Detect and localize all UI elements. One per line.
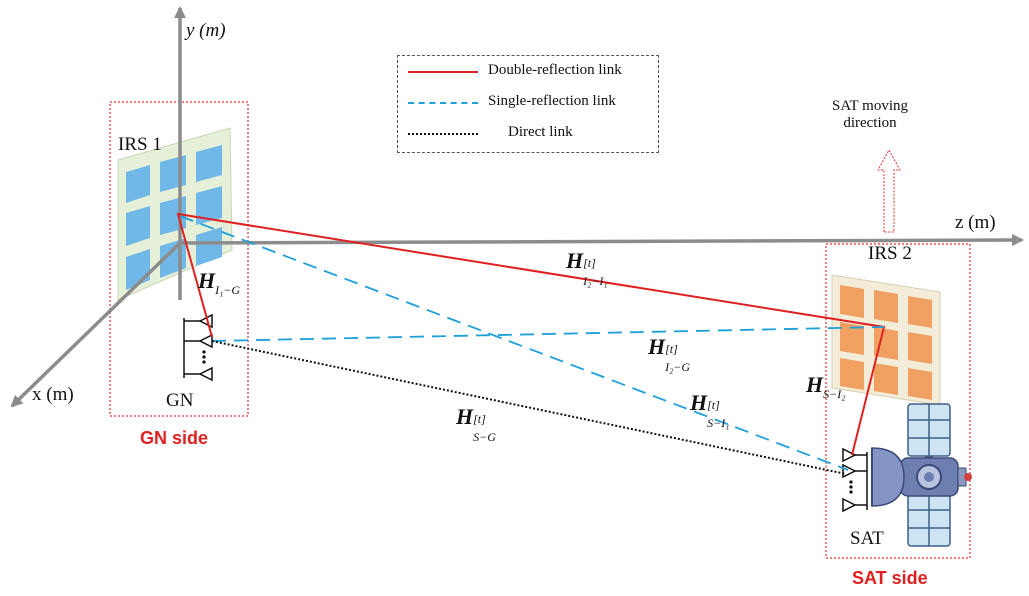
x-axis-label: x (m)	[32, 384, 74, 405]
channel-h-i2i1: H [t] I₂−I₁	[566, 248, 608, 288]
channel-h-si1: H [t] S−I₁	[690, 390, 730, 430]
sat-moving-arrow	[877, 148, 901, 233]
legend-label-single: Single-reflection link	[488, 93, 616, 109]
axes	[10, 6, 1024, 408]
legend-item-single: Single-reflection link	[398, 91, 658, 115]
single-reflection-link-irs2	[211, 326, 885, 342]
legend-label-direct: Direct link	[508, 124, 573, 140]
x-axis	[10, 241, 182, 408]
legend-swatch-double	[408, 71, 478, 73]
sat-antenna	[842, 447, 868, 513]
satellite	[871, 403, 972, 547]
irs1-label: IRS 1	[118, 134, 162, 155]
sat-side-label: SAT side	[852, 568, 928, 588]
double-reflection-link	[176, 212, 886, 456]
irs2-label: IRS 2	[868, 243, 912, 264]
channel-h-i2g: H [t] I₂−G	[648, 334, 691, 374]
legend-label-double: Double-reflection link	[488, 62, 622, 78]
sat-moving-line2: direction	[843, 115, 897, 131]
z-axis-label: z (m)	[955, 212, 996, 233]
gn-side-label: GN side	[140, 428, 209, 448]
sat-side-box	[825, 243, 971, 559]
channel-h-si2: HS−I₂	[806, 372, 846, 401]
sat-label: SAT	[850, 528, 884, 549]
sat-moving-annotation: SAT moving direction	[800, 98, 940, 132]
sat-moving-line1: SAT moving	[832, 98, 908, 114]
gn-label: GN	[166, 390, 194, 411]
legend-swatch-direct	[408, 133, 478, 135]
links	[176, 212, 886, 475]
legend-swatch-single	[408, 102, 478, 104]
channel-h-i1g: HI₁−G	[198, 268, 241, 297]
direct-link	[211, 340, 847, 475]
legend: Double-reflection link Single-reflection…	[397, 55, 659, 153]
legend-item-double: Double-reflection link	[398, 60, 658, 84]
z-axis	[179, 234, 1024, 247]
irs2-panel	[831, 274, 941, 406]
y-axis-label: y (m)	[186, 20, 226, 41]
legend-item-direct: Direct link	[398, 122, 658, 146]
channel-h-sg: H [t] S−G	[456, 404, 496, 444]
single-reflection-link-irs1	[179, 215, 849, 471]
